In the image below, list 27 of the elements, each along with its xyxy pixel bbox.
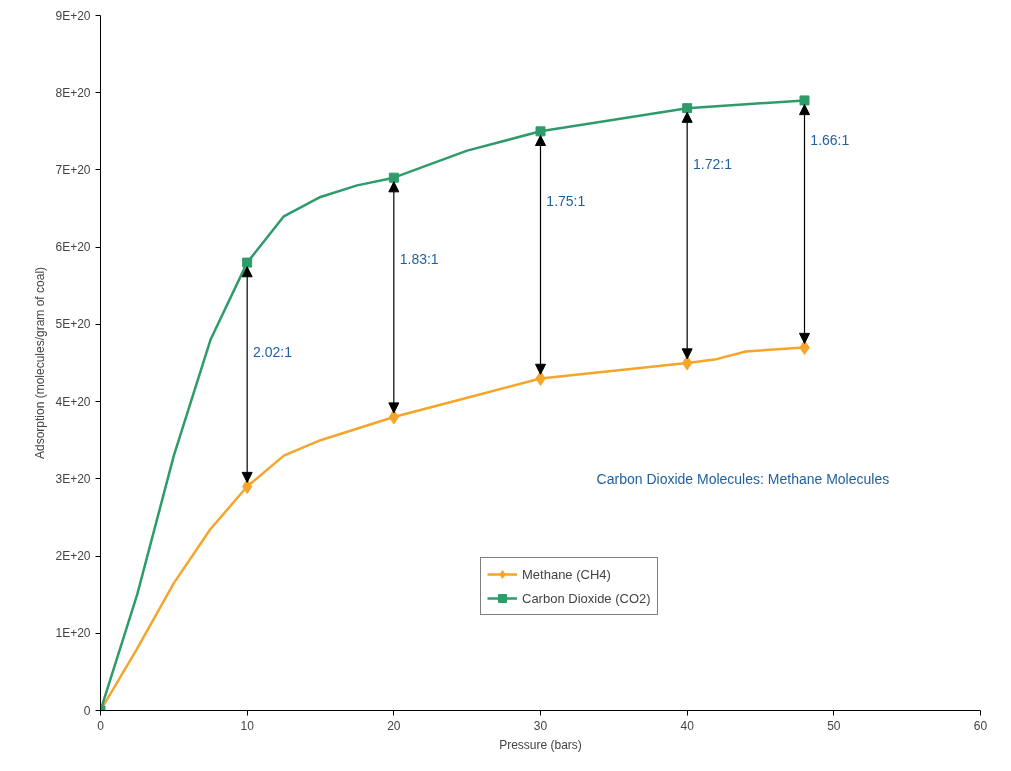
annotation: Carbon Dioxide Molecules: Methane Molecules	[596, 470, 890, 487]
annotation: 1.75:1	[546, 192, 586, 209]
y-tick-label: 6E+20	[55, 240, 91, 255]
annotation: 1.66:1	[810, 131, 850, 148]
x-tick-label: 10	[240, 718, 255, 733]
y-tick-label: 3E+20	[55, 471, 91, 486]
annotation: 1.72:1	[693, 156, 733, 173]
y-tick-label: 5E+20	[55, 317, 91, 332]
x-axis-title: Pressure (bars)	[499, 737, 582, 752]
annotation: 2.02:1	[253, 344, 293, 361]
y-tick-label: 2E+20	[55, 549, 91, 564]
y-tick-label: 0	[83, 703, 91, 718]
x-tick-label: 0	[97, 718, 105, 733]
x-tick-label: 20	[387, 718, 401, 733]
y-tick-label: 4E+20	[55, 394, 91, 409]
legend-label: Carbon Dioxide (CO2)	[522, 590, 651, 606]
annotation: 1.83:1	[399, 251, 439, 268]
legend-label: Methane (CH4)	[522, 566, 611, 582]
y-axis-title: Adsorption (molecules/gram of coal)	[33, 266, 48, 460]
x-tick-label: 60	[973, 718, 988, 733]
x-tick-label: 40	[680, 718, 695, 733]
y-tick-label: 9E+20	[55, 8, 91, 23]
y-tick-label: 7E+20	[55, 162, 91, 177]
y-tick-label: 8E+20	[55, 85, 91, 100]
x-tick-label: 50	[827, 718, 841, 733]
x-tick-label: 30	[533, 718, 548, 733]
y-tick-label: 1E+20	[55, 626, 91, 641]
